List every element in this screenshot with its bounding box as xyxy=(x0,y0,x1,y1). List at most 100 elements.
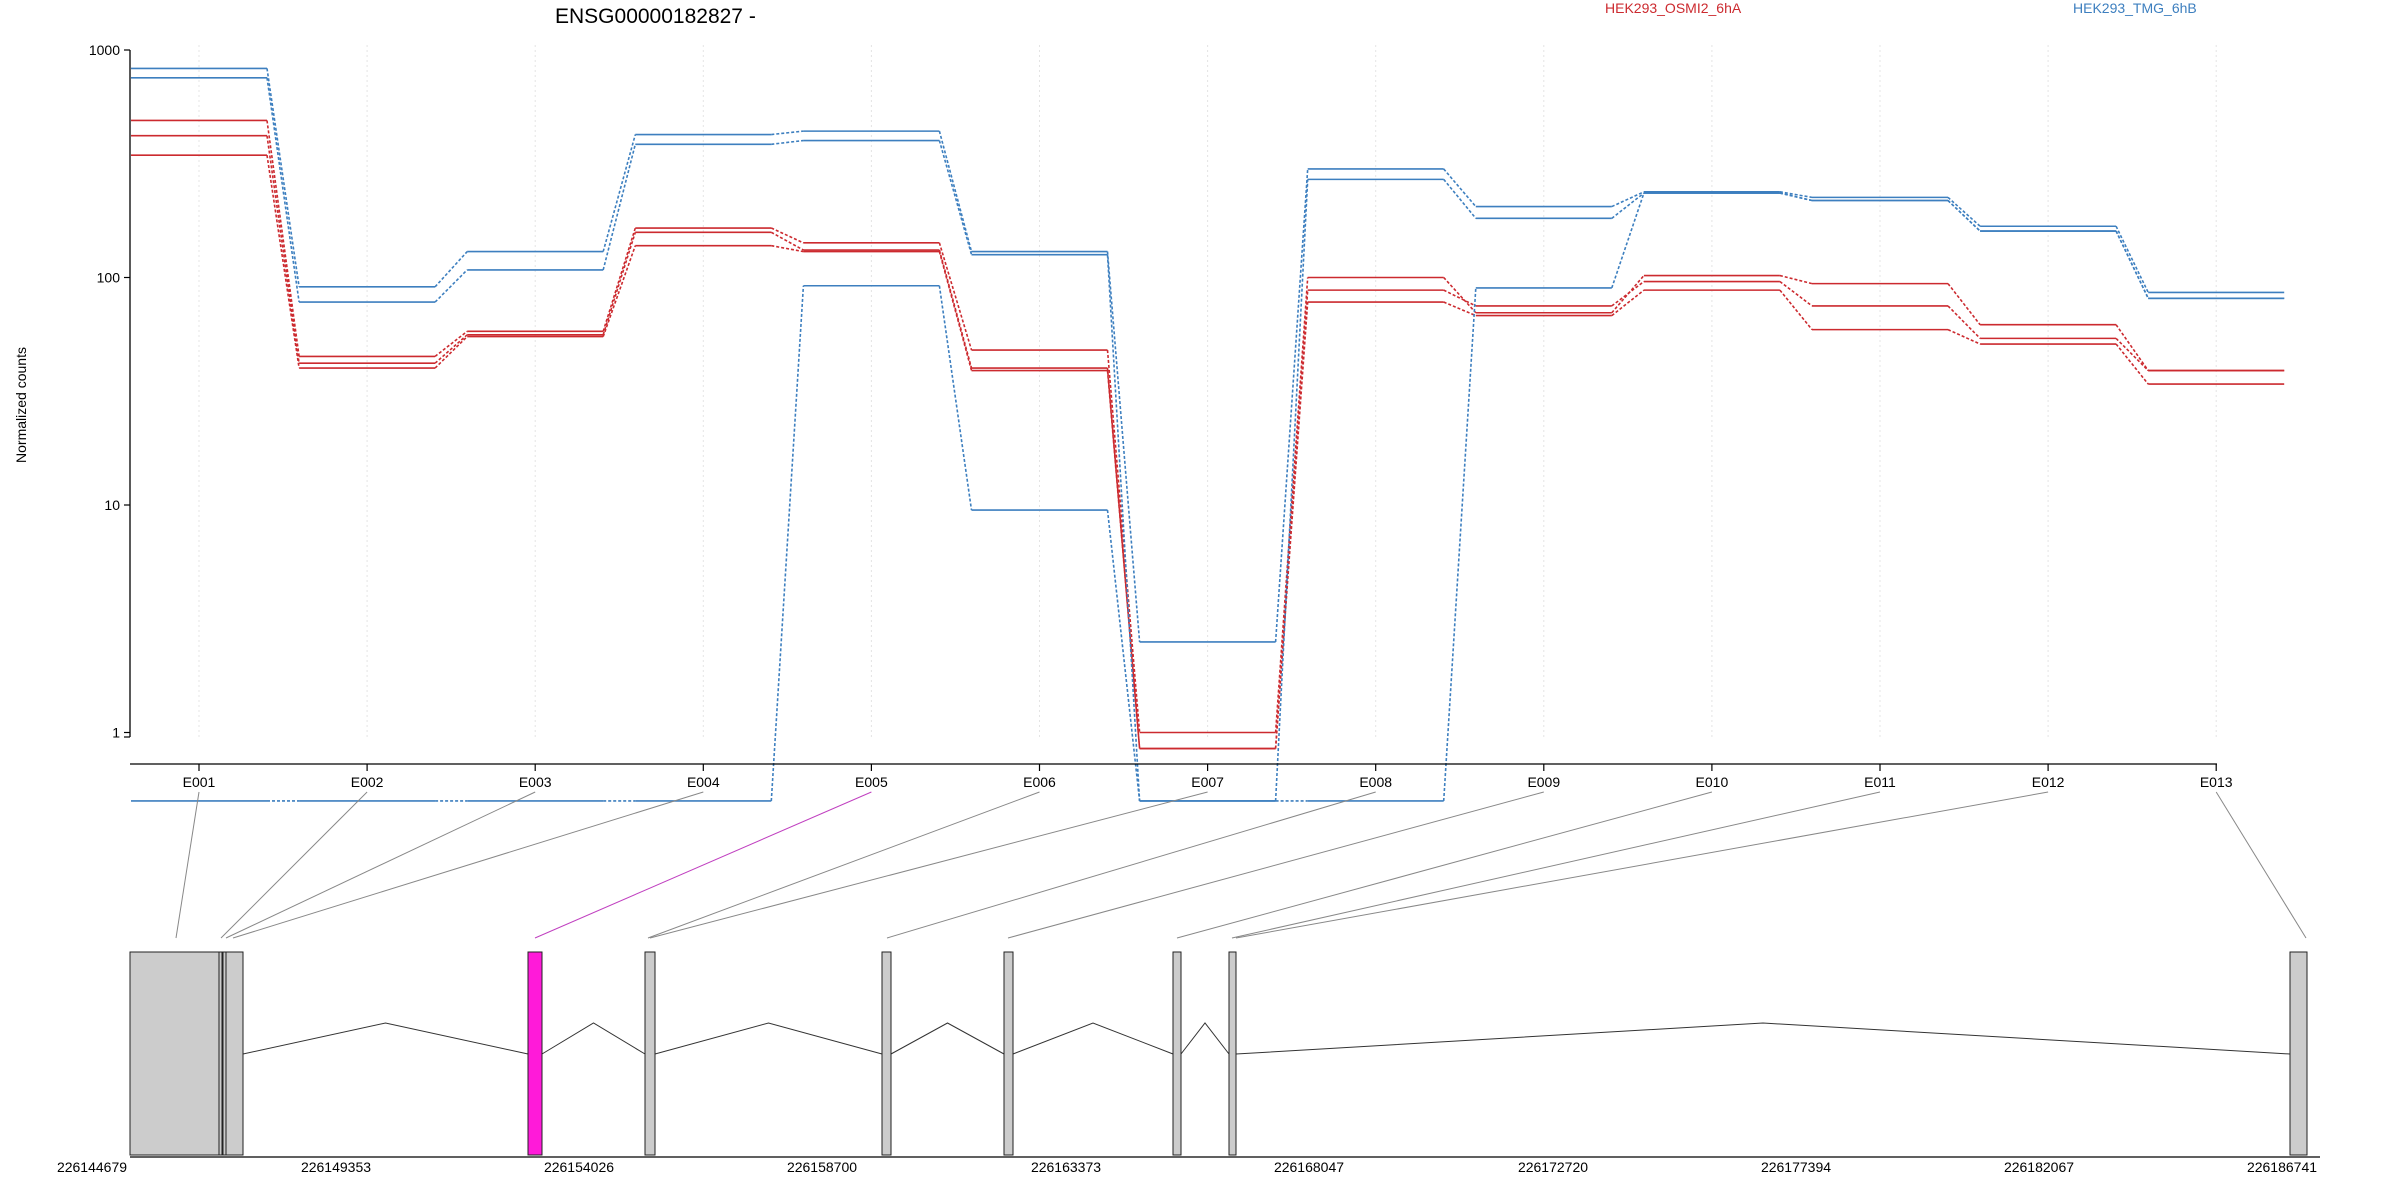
series-connector xyxy=(938,285,973,511)
series-connector xyxy=(1274,277,1309,733)
series-connector xyxy=(434,251,468,288)
intron-line xyxy=(654,1022,883,1055)
series-connector xyxy=(1443,301,1477,317)
x-tick-label: E005 xyxy=(855,774,888,790)
intron-line xyxy=(1180,1022,1230,1055)
series-connector xyxy=(1443,276,1477,314)
x-tick-label: E003 xyxy=(519,774,552,790)
exon-connector xyxy=(2215,791,2307,939)
y-tick-label: 100 xyxy=(97,270,121,286)
chart-title: ENSG00000182827 - xyxy=(555,5,756,28)
series-connector xyxy=(938,251,973,371)
x-tick-label: E013 xyxy=(2200,774,2233,790)
series-connector xyxy=(1611,192,1645,219)
exon-connector xyxy=(232,791,704,939)
legend-entry-osmi2: HEK293_OSMI2_6hA xyxy=(1605,0,1742,16)
series-connector xyxy=(1274,168,1309,643)
series-connector xyxy=(1443,168,1477,208)
x-tick-label: E010 xyxy=(1696,774,1729,790)
exon-connector xyxy=(647,791,1040,939)
series-connector xyxy=(434,334,468,364)
series-connector xyxy=(1947,199,1981,232)
x-tick-label: E008 xyxy=(1359,774,1392,790)
x-tick-label: E006 xyxy=(1023,774,1056,790)
intron-line xyxy=(541,1022,646,1055)
intron-line xyxy=(1012,1022,1174,1055)
exon-connector xyxy=(1007,791,1544,939)
series-connector xyxy=(2115,230,2149,299)
series-connector xyxy=(602,227,637,332)
coordinate-label: 226154026 xyxy=(544,1159,614,1175)
series-connector xyxy=(1779,191,1813,199)
series-connector xyxy=(1947,328,1981,345)
series-connector xyxy=(1611,289,1645,317)
series-connector xyxy=(1611,191,1645,208)
y-axis: 1000 100 10 1 xyxy=(89,42,131,741)
exon-box xyxy=(644,951,656,1156)
series-connector xyxy=(1947,305,1981,339)
exon-connector xyxy=(220,791,368,939)
exon-connector xyxy=(175,791,200,939)
series-connector xyxy=(2115,324,2149,371)
series-connector xyxy=(266,120,300,357)
exon-box xyxy=(2289,951,2308,1156)
series-connector xyxy=(1106,251,1141,643)
coordinate-label: 226168047 xyxy=(1274,1159,1344,1175)
exon-connector-lines xyxy=(175,791,2307,939)
exon-box xyxy=(881,951,892,1156)
series-connector xyxy=(770,285,805,802)
y-axis-label: Normalized counts xyxy=(13,347,29,463)
series-connector xyxy=(266,155,300,369)
exon-box xyxy=(129,951,220,1156)
x-tick-label: E012 xyxy=(2032,774,2065,790)
coordinate-label: 226186741 xyxy=(2247,1159,2317,1175)
x-axis: E001 E002 E003 E004 E005 E006 E007 E008 E009 E010… xyxy=(130,763,2233,790)
x-tick-label: E001 xyxy=(183,774,216,790)
coordinate-label: 226182067 xyxy=(2004,1159,2074,1175)
series-connector xyxy=(1106,509,1141,802)
x-tick-label: E011 xyxy=(1864,774,1896,790)
exon-connector xyxy=(886,791,1376,939)
x-gridlines xyxy=(198,45,2217,740)
series-connector xyxy=(1947,283,1981,326)
series-connector xyxy=(2115,225,2149,293)
exon-connector xyxy=(534,791,872,939)
series-connector xyxy=(1443,289,1477,307)
series-connector xyxy=(434,330,468,358)
exon-box xyxy=(225,951,244,1156)
x-tick-label: E009 xyxy=(1527,774,1560,790)
series-connector xyxy=(771,139,804,146)
series-connector xyxy=(1106,370,1141,749)
intron-line xyxy=(1235,1022,2291,1055)
exon-box xyxy=(1228,951,1237,1156)
series-connector xyxy=(771,130,804,136)
exon-connector xyxy=(1231,791,1881,939)
exon-connector xyxy=(1235,791,2049,939)
series-connector xyxy=(2115,337,2149,372)
series-connector xyxy=(1274,301,1309,749)
series-connector xyxy=(1611,192,1645,289)
series-connector xyxy=(266,68,300,287)
genomic-coordinate-axis: 226144679 226149353 226154026 226158700 2261… xyxy=(57,1156,2320,1175)
exon-connector xyxy=(225,791,536,939)
series-connector xyxy=(1947,196,1981,227)
exon-connector xyxy=(1176,791,1713,939)
series-lines xyxy=(131,67,2285,802)
y-tick-label: 1 xyxy=(112,725,120,741)
series-connector xyxy=(1442,287,1477,802)
exon-connector xyxy=(649,791,1208,939)
exon-box xyxy=(1172,951,1182,1156)
series-connector xyxy=(770,227,804,244)
series-connector xyxy=(1779,280,1813,307)
series-connector xyxy=(771,244,804,253)
series-connector xyxy=(938,242,973,351)
series-connector xyxy=(1274,179,1309,802)
series-connector xyxy=(602,144,637,271)
coordinate-label: 226163373 xyxy=(1031,1159,1101,1175)
coordinate-label: 226149353 xyxy=(301,1159,371,1175)
gene-model xyxy=(129,951,2308,1156)
series-connector xyxy=(1611,275,1645,314)
exon-box xyxy=(1003,951,1014,1156)
exon-box xyxy=(218,951,223,1156)
